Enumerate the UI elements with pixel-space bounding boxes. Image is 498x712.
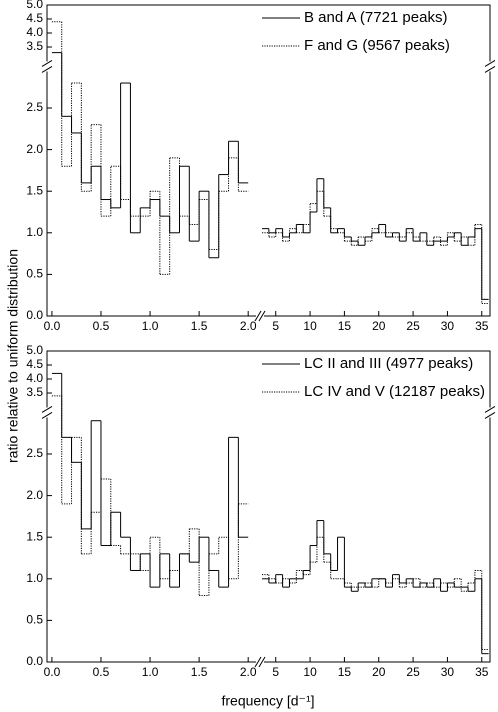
break-mark xyxy=(254,310,262,322)
break-mark xyxy=(484,406,496,413)
axis-break xyxy=(256,313,264,319)
y-tick-label: 1.0 xyxy=(26,225,43,239)
legend-label: B and A (7721 peaks) xyxy=(304,9,447,26)
y-tick-label: 2.0 xyxy=(26,488,43,502)
break-mark xyxy=(258,310,266,322)
x-tick-label: 35 xyxy=(475,665,489,679)
y-tick-label: 1.5 xyxy=(26,183,43,197)
x-tick-label: 0.5 xyxy=(93,665,110,679)
x-tick-label: 25 xyxy=(406,665,420,679)
plot-frame xyxy=(46,4,491,317)
x-tick-label: 30 xyxy=(441,319,455,333)
y-tick-label: 5.0 xyxy=(26,0,43,11)
y-tick-label: 4.5 xyxy=(26,357,43,371)
y-tick-label: 4.0 xyxy=(26,371,43,385)
break-mark xyxy=(41,60,53,67)
axis-break xyxy=(256,659,264,665)
x-tick-label: 25 xyxy=(406,319,420,333)
y-tick-label: 2.0 xyxy=(26,142,43,156)
legend-label: F and G (9567 peaks) xyxy=(304,37,450,54)
x-tick-label: 1.0 xyxy=(142,665,159,679)
x-tick-label: 0.0 xyxy=(44,665,61,679)
x-tick-label: 2.0 xyxy=(240,665,257,679)
y-tick-label: 2.5 xyxy=(26,100,43,114)
axis-break xyxy=(487,61,493,72)
x-tick-label: 2.0 xyxy=(240,319,257,333)
x-tick-label: 35 xyxy=(475,319,489,333)
x-tick-label: 1.5 xyxy=(191,319,208,333)
y-tick-label: 2.5 xyxy=(26,446,43,460)
break-mark xyxy=(254,656,262,668)
axis-break xyxy=(44,61,50,72)
y-tick-label: 0.0 xyxy=(26,308,43,322)
y-axis-label: ratio relative to uniform distribution xyxy=(5,249,21,463)
y-tick-label: 5.0 xyxy=(26,343,43,357)
legend-label: LC II and III (4977 peaks) xyxy=(304,355,473,372)
axis-break xyxy=(487,407,493,418)
x-tick-label: 15 xyxy=(338,319,352,333)
break-mark xyxy=(41,406,53,413)
y-tick-label: 3.5 xyxy=(26,39,43,53)
x-tick-label: 15 xyxy=(338,665,352,679)
break-mark xyxy=(41,412,53,419)
x-tick-label: 0.0 xyxy=(44,319,61,333)
y-tick-label: 1.0 xyxy=(26,571,43,585)
y-tick-label: 4.0 xyxy=(26,25,43,39)
x-tick-label: 20 xyxy=(372,319,386,333)
y-tick-label: 0.5 xyxy=(26,613,43,627)
break-mark xyxy=(484,60,496,67)
break-mark xyxy=(258,656,266,668)
break-mark xyxy=(41,66,53,73)
y-tick-label: 4.5 xyxy=(26,11,43,25)
x-tick-label: 10 xyxy=(303,665,317,679)
axis-break xyxy=(44,407,50,418)
x-tick-label: 5 xyxy=(272,665,279,679)
plot-frame xyxy=(46,350,491,663)
x-tick-label: 1.0 xyxy=(142,319,159,333)
break-mark xyxy=(484,412,496,419)
x-tick-label: 20 xyxy=(372,665,386,679)
x-tick-label: 0.5 xyxy=(93,319,110,333)
x-tick-label: 1.5 xyxy=(191,665,208,679)
y-tick-label: 1.5 xyxy=(26,529,43,543)
y-tick-label: 3.5 xyxy=(26,385,43,399)
y-tick-label: 0.5 xyxy=(26,267,43,281)
x-tick-label: 10 xyxy=(303,319,317,333)
x-tick-label: 5 xyxy=(272,319,279,333)
break-mark xyxy=(484,66,496,73)
y-tick-label: 0.0 xyxy=(26,654,43,668)
x-axis-label: frequency [d⁻¹] xyxy=(222,693,315,709)
x-tick-label: 30 xyxy=(441,665,455,679)
legend-label: LC IV and V (12187 peaks) xyxy=(304,383,485,400)
